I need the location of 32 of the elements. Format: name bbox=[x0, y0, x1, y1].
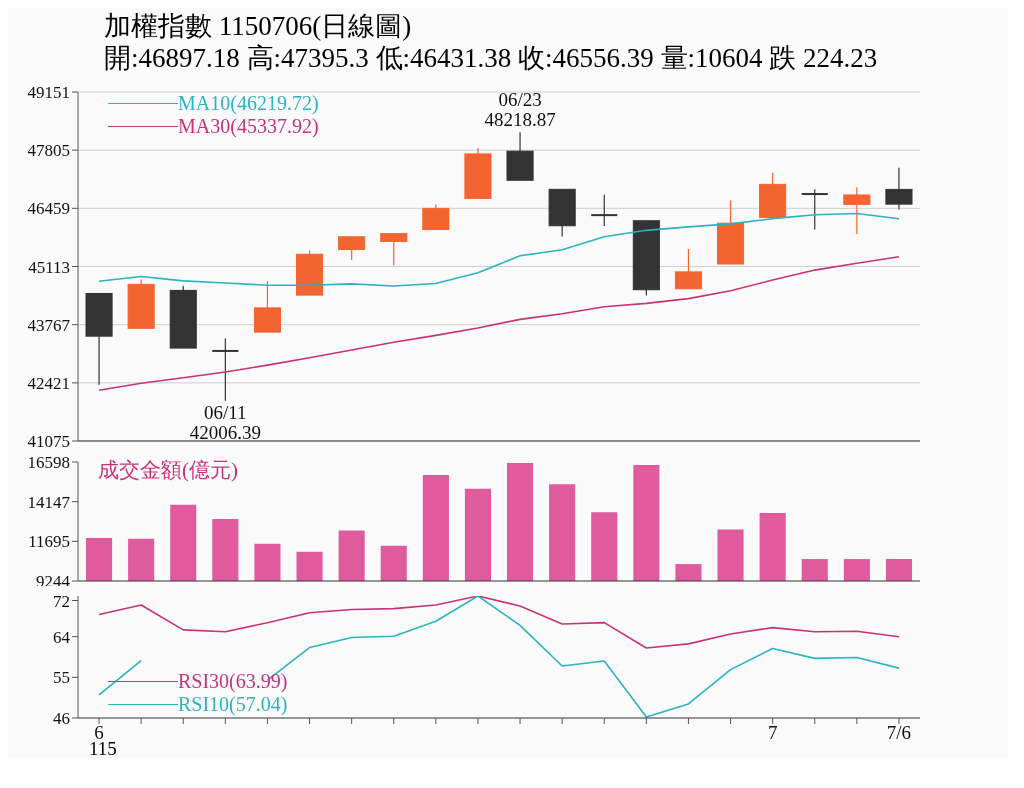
line-series bbox=[98, 596, 900, 649]
candlestick bbox=[212, 337, 239, 402]
x-tick-label: 7/6 bbox=[886, 722, 912, 744]
annotation: 06/11 42006.39 bbox=[189, 401, 261, 443]
y-tick-label: 43767 bbox=[27, 315, 71, 335]
y-tick-label: 47805 bbox=[27, 141, 70, 161]
chart-title: 成交金額(億元) bbox=[98, 457, 238, 484]
chart-title: 加權指數 1150706(日線圖) bbox=[104, 10, 413, 42]
candlestick bbox=[801, 188, 828, 231]
y-tick-label: 49151 bbox=[27, 83, 70, 103]
annotation: 06/23 48218.87 bbox=[484, 89, 556, 131]
y-tick-label: 16598 bbox=[27, 453, 70, 473]
legend-label: RSI10(57.04) bbox=[178, 693, 288, 716]
text: 115 bbox=[89, 738, 117, 760]
y-tick-label: 11695 bbox=[28, 532, 70, 552]
line-series bbox=[98, 212, 900, 287]
line-series bbox=[98, 255, 900, 392]
y-tick-label: 14147 bbox=[27, 492, 71, 512]
y-tick-label: 72 bbox=[53, 591, 70, 611]
y-tick-label: 42421 bbox=[27, 373, 70, 393]
y-tick-label: 46459 bbox=[27, 199, 70, 219]
legend-label: MA30(45337.92) bbox=[178, 115, 319, 138]
y-tick-label: 55 bbox=[53, 668, 70, 688]
chart-subtitle: 開:46897.18 高:47395.3 低:46431.38 收:46556.39 量:10604 跌 224.23 bbox=[104, 42, 879, 74]
y-tick-label: 64 bbox=[53, 627, 71, 647]
y-tick-label: 41075 bbox=[27, 432, 70, 452]
legend-label: RSI30(63.99) bbox=[178, 670, 288, 693]
candlestick bbox=[591, 194, 618, 227]
x-tick-label: 7 bbox=[767, 722, 778, 744]
y-tick-label: 46 bbox=[53, 709, 70, 729]
y-tick-label: 45113 bbox=[28, 257, 70, 277]
legend-label: MA10(46219.72) bbox=[178, 92, 319, 115]
